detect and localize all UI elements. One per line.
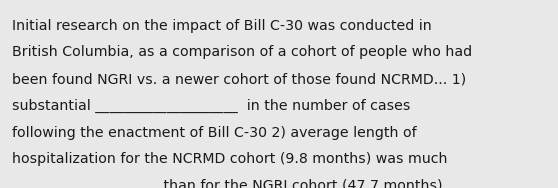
Text: following the enactment of Bill C-30 2) average length of: following the enactment of Bill C-30 2) …	[12, 126, 417, 139]
Text: ____________________  than for the NGRI cohort (47.7 months): ____________________ than for the NGRI c…	[12, 179, 443, 188]
Text: British Columbia, as a comparison of a cohort of people who had: British Columbia, as a comparison of a c…	[12, 45, 473, 59]
Text: substantial ____________________  in the number of cases: substantial ____________________ in the …	[12, 99, 411, 113]
Text: Initial research on the impact of Bill C-30 was conducted in: Initial research on the impact of Bill C…	[12, 19, 432, 33]
Text: been found NGRI vs. a newer cohort of those found NCRMD... 1): been found NGRI vs. a newer cohort of th…	[12, 72, 466, 86]
Text: hospitalization for the NCRMD cohort (9.8 months) was much: hospitalization for the NCRMD cohort (9.…	[12, 152, 448, 166]
